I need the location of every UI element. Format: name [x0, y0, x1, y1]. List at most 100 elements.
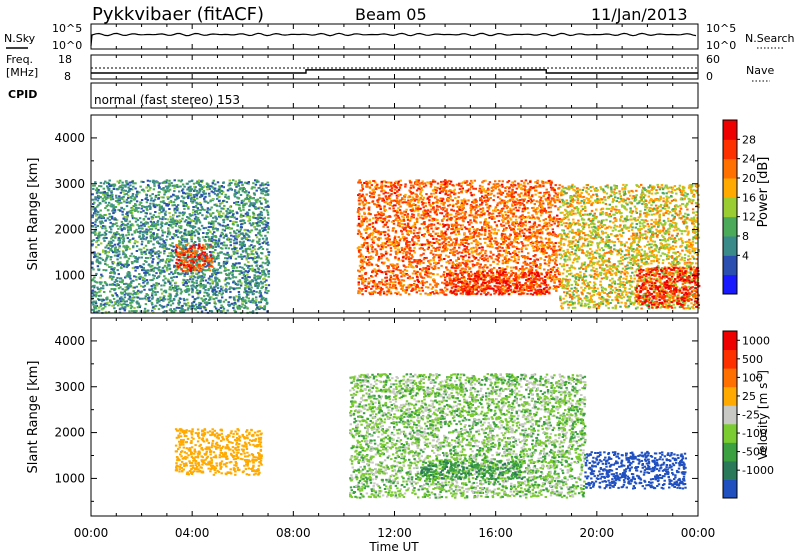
heatmap-cell — [251, 246, 255, 249]
heatmap-cell — [131, 180, 134, 183]
heatmap-cell — [516, 228, 520, 231]
heatmap-cell — [118, 246, 121, 249]
heatmap-cell — [143, 225, 146, 227]
heatmap-cell — [417, 201, 420, 204]
heatmap-cell — [392, 245, 396, 248]
heatmap-cell — [471, 214, 474, 217]
heatmap-cell — [167, 223, 171, 226]
heatmap-cell — [266, 261, 269, 264]
heatmap-cell — [426, 209, 430, 212]
heatmap-cell — [245, 202, 248, 205]
heatmap-cell — [212, 241, 215, 244]
heatmap-cell — [145, 293, 148, 295]
heatmap-cell — [104, 233, 108, 236]
heatmap-cell — [242, 240, 245, 243]
heatmap-cell — [251, 186, 254, 189]
heatmap-cell — [510, 259, 513, 262]
heatmap-cell — [240, 187, 243, 190]
heatmap-cell — [444, 247, 447, 250]
heatmap-cell — [124, 246, 127, 249]
heatmap-cell — [168, 231, 172, 234]
heatmap-cell — [397, 268, 400, 271]
heatmap-cell — [135, 192, 139, 195]
heatmap-cell — [534, 208, 537, 211]
heatmap-cell — [157, 197, 160, 200]
heatmap-cell — [125, 218, 129, 221]
heatmap-cell — [494, 258, 497, 261]
heatmap-cell — [195, 264, 198, 267]
heatmap-cell — [365, 193, 368, 196]
heatmap-cell — [194, 229, 198, 232]
heatmap-cell — [392, 183, 395, 186]
heatmap-cell — [232, 307, 235, 309]
heatmap-cell — [129, 304, 132, 307]
heatmap-cell — [260, 192, 263, 195]
heatmap-cell — [110, 215, 114, 218]
heatmap-cell — [151, 296, 155, 299]
heatmap-cell — [490, 212, 493, 215]
heatmap-cell — [197, 293, 200, 296]
heatmap-cell — [251, 257, 254, 260]
heatmap-cell — [245, 190, 248, 193]
heatmap-cell — [421, 203, 424, 206]
heatmap-cell — [436, 283, 440, 285]
heatmap-cell — [237, 297, 241, 300]
heatmap-cell — [466, 277, 470, 280]
heatmap-cell — [415, 271, 418, 274]
heatmap-cell — [94, 233, 97, 236]
heatmap-cell — [222, 241, 226, 244]
heatmap-cell — [111, 294, 115, 297]
heatmap-cell — [203, 295, 206, 298]
heatmap-cell — [265, 237, 268, 240]
heatmap-cell — [429, 252, 432, 255]
heatmap-cell — [105, 303, 108, 306]
heatmap-cell — [140, 207, 143, 210]
heatmap-cell — [240, 305, 243, 308]
freq-tick-top: 18 — [58, 53, 72, 66]
heatmap-cell — [471, 265, 475, 268]
heatmap-cell — [359, 199, 363, 202]
heatmap-cell — [230, 302, 233, 305]
heatmap-cell — [110, 191, 113, 194]
heatmap-cell — [256, 216, 260, 219]
heatmap-cell — [128, 189, 131, 192]
heatmap-cell — [92, 301, 95, 304]
heatmap-cell — [259, 265, 262, 268]
heatmap-cell — [91, 216, 94, 219]
heatmap-cell — [148, 251, 151, 254]
heatmap-cell — [116, 283, 119, 285]
heatmap-cell — [163, 189, 166, 192]
heatmap-cell — [364, 278, 367, 281]
heatmap-cell — [188, 305, 192, 308]
heatmap-cell — [97, 217, 100, 220]
heatmap-cell — [435, 189, 438, 192]
heatmap-cell — [152, 258, 155, 261]
heatmap-cell — [92, 268, 95, 271]
heatmap-cell — [125, 246, 128, 249]
heatmap-cell — [251, 279, 254, 282]
heatmap-cell — [553, 232, 556, 235]
heatmap-cell — [214, 258, 217, 261]
heatmap-cell — [459, 269, 462, 272]
heatmap-cell — [209, 212, 213, 215]
heatmap-cell — [100, 217, 103, 220]
heatmap-cell — [218, 290, 222, 293]
heatmap-cell — [196, 258, 199, 261]
heatmap-cell — [185, 234, 188, 237]
heatmap-cell — [168, 286, 172, 289]
heatmap-cell — [188, 217, 191, 220]
heatmap-cell — [121, 279, 124, 282]
heatmap-cell — [231, 248, 234, 251]
heatmap-cell — [132, 245, 135, 248]
heatmap-cell — [143, 271, 146, 274]
heatmap-cell — [217, 222, 220, 225]
heatmap-cell — [186, 224, 190, 227]
heatmap-cell — [106, 194, 109, 197]
heatmap-cell — [469, 211, 473, 214]
heatmap-cell — [360, 243, 364, 246]
heatmap-cell — [222, 244, 225, 247]
heatmap-cell — [152, 232, 155, 235]
heatmap-cell — [129, 188, 132, 190]
heatmap-cell — [225, 253, 228, 256]
heatmap-cell — [534, 210, 538, 213]
